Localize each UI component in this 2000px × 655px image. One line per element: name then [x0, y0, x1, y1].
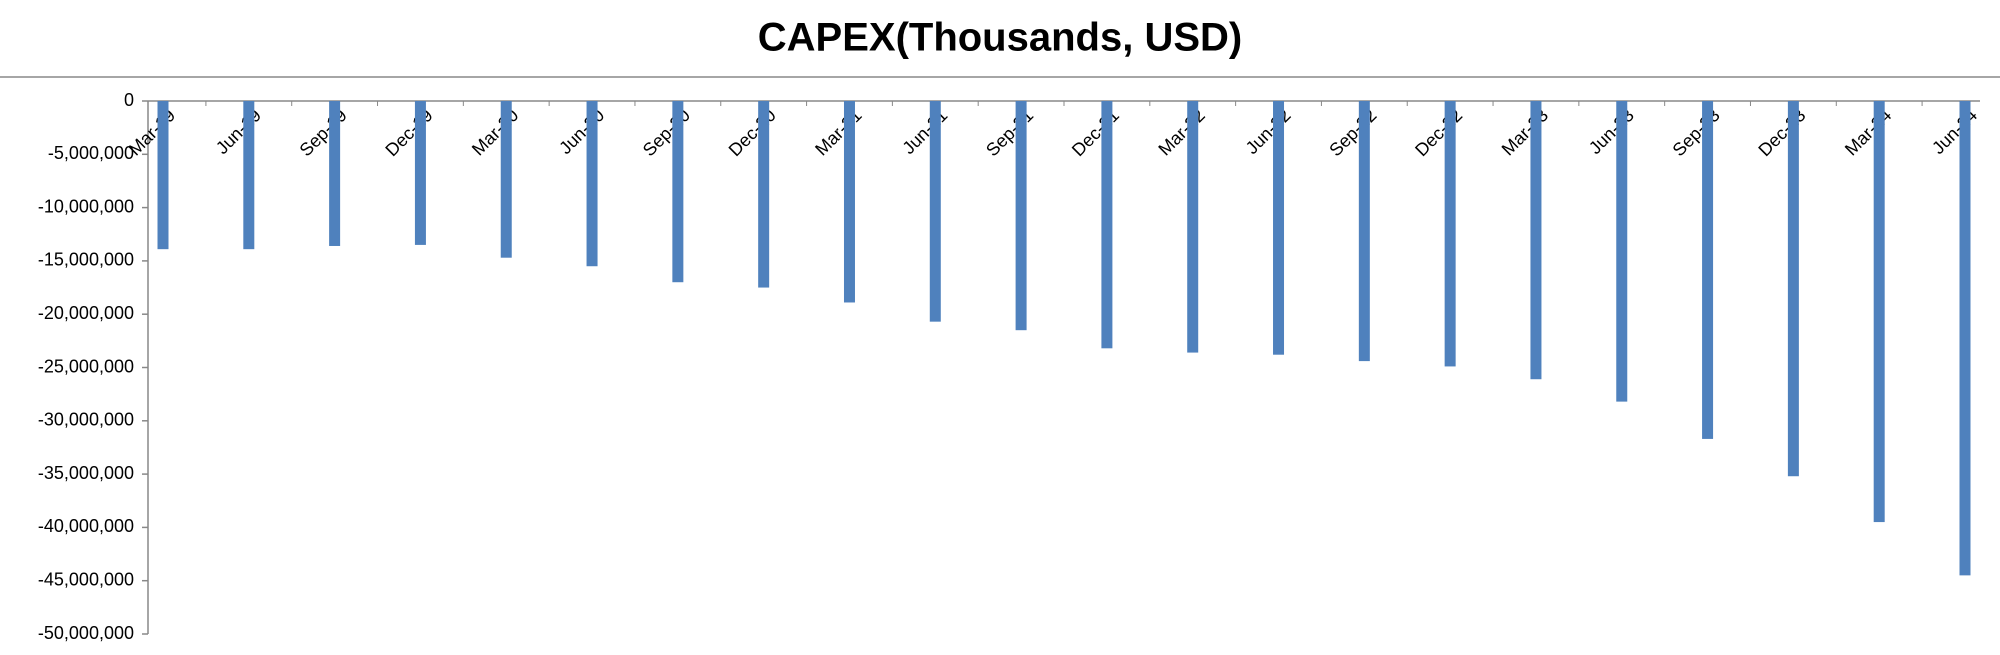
bar — [1101, 101, 1113, 349]
bar — [1787, 101, 1799, 477]
bar — [329, 101, 341, 246]
x-tick-label: Jun-24 — [1928, 105, 1981, 158]
x-tick-label: Sep-19 — [296, 105, 351, 160]
bar — [1530, 101, 1542, 380]
y-tick-label: 0 — [124, 90, 134, 110]
x-tick-label: Jun-21 — [898, 105, 951, 158]
x-tick-label: Jun-23 — [1585, 105, 1638, 158]
bar — [243, 101, 255, 250]
bar — [758, 101, 770, 288]
bar — [1187, 101, 1199, 353]
y-tick-label: -40,000,000 — [38, 516, 134, 536]
x-tick-label: Mar-19 — [125, 105, 179, 159]
x-tick-label: Sep-20 — [639, 105, 694, 160]
x-tick-label: Sep-21 — [982, 105, 1037, 160]
y-tick-label: -35,000,000 — [38, 463, 134, 483]
y-tick-label: -50,000,000 — [38, 623, 134, 643]
y-tick-label: -25,000,000 — [38, 356, 134, 376]
bar — [586, 101, 598, 267]
bar — [672, 101, 684, 283]
bar — [1015, 101, 1027, 331]
y-tick-label: -10,000,000 — [38, 196, 134, 216]
bar — [1444, 101, 1456, 367]
bar — [1873, 101, 1885, 523]
bar — [1358, 101, 1370, 362]
x-tick-label: Dec-20 — [725, 105, 780, 160]
bar — [1616, 101, 1628, 402]
x-tick-label: Dec-21 — [1068, 105, 1123, 160]
y-tick-label: -30,000,000 — [38, 410, 134, 430]
x-tick-label: Sep-23 — [1669, 105, 1724, 160]
x-tick-label: Jun-19 — [212, 105, 265, 158]
x-tick-label: Mar-20 — [468, 105, 522, 159]
x-tick-label: Mar-21 — [811, 105, 865, 159]
x-tick-label: Dec-23 — [1754, 105, 1809, 160]
bar — [500, 101, 512, 258]
chart-title: CAPEX(Thousands, USD) — [758, 16, 1242, 60]
y-tick-label: -15,000,000 — [38, 250, 134, 270]
x-tick-label: Jun-20 — [555, 105, 608, 158]
bar — [157, 101, 169, 250]
bar — [929, 101, 941, 322]
x-tick-label: Dec-19 — [381, 105, 436, 160]
y-tick-label: -20,000,000 — [38, 303, 134, 323]
x-tick-label: Mar-23 — [1498, 105, 1552, 159]
y-tick-label: -5,000,000 — [48, 143, 134, 163]
x-tick-label: Sep-22 — [1325, 105, 1380, 160]
x-tick-label: Mar-22 — [1154, 105, 1208, 159]
bar — [1959, 101, 1971, 576]
bar — [414, 101, 426, 245]
bar — [843, 101, 855, 303]
bar — [1702, 101, 1714, 439]
x-tick-label: Dec-22 — [1411, 105, 1466, 160]
x-tick-label: Jun-22 — [1242, 105, 1295, 158]
bar — [1273, 101, 1285, 355]
y-tick-label: -45,000,000 — [38, 569, 134, 589]
x-tick-label: Mar-24 — [1841, 105, 1895, 159]
